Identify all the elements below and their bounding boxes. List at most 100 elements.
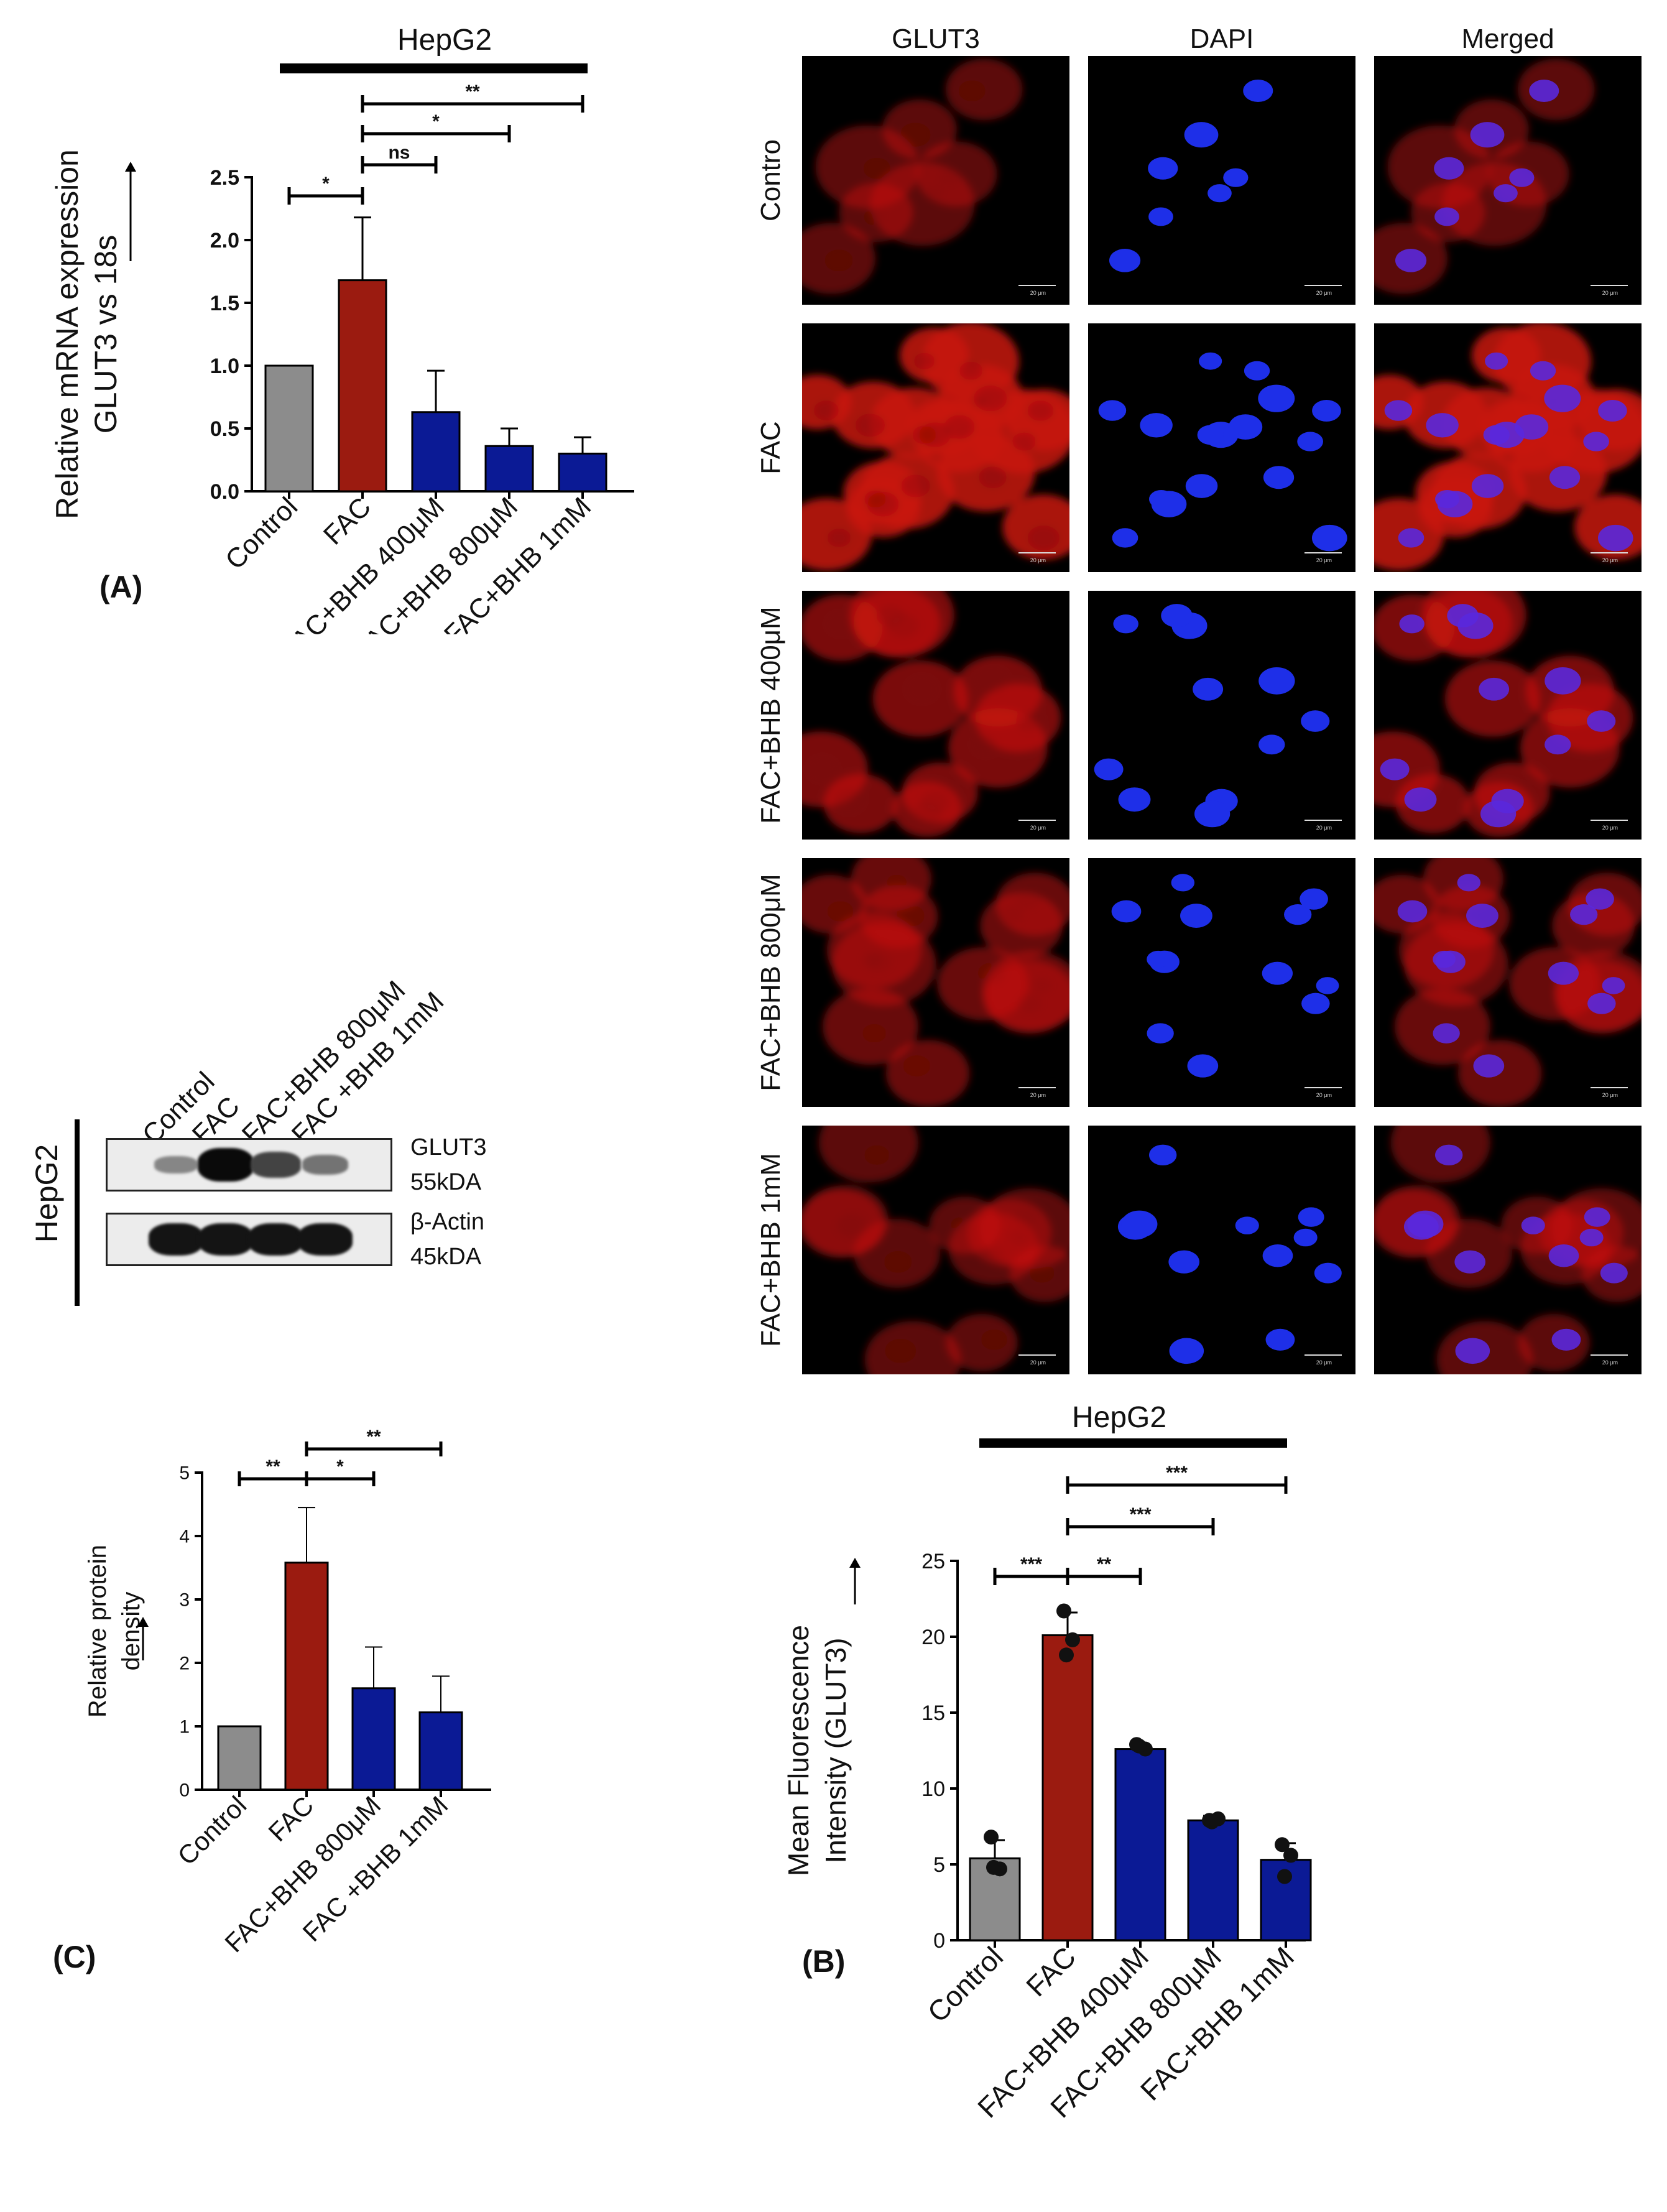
title-underline	[280, 63, 588, 73]
cell-nucleus	[1530, 361, 1556, 381]
bar	[558, 452, 607, 493]
scale-bar	[1305, 1354, 1342, 1356]
nucleus-layer	[1403, 1144, 1628, 1364]
cell-nucleus	[1584, 1207, 1610, 1227]
cytoplasm-layer	[802, 58, 1023, 294]
microscopy-image	[1111, 874, 1339, 1078]
data-point	[1275, 1837, 1290, 1853]
y-label-arrow-head	[125, 162, 136, 172]
cell-nucleus	[1586, 888, 1614, 910]
y-tick-label: 15	[921, 1701, 945, 1725]
scale-bar-label: 20 μm	[1030, 825, 1046, 831]
nucleus-shadow	[913, 353, 935, 369]
cell-nucleus	[1485, 352, 1508, 370]
cell-cytoplasm	[1471, 327, 1541, 383]
nucleus-shadow	[912, 425, 936, 445]
cell-nucleus	[1180, 904, 1212, 928]
significance-label: *	[336, 1456, 344, 1477]
microscopy-image	[802, 1126, 1069, 1374]
significance-label: **	[1097, 1554, 1112, 1575]
cell-nucleus	[1112, 528, 1138, 548]
nucleus-shadow	[837, 1211, 870, 1237]
cell-nucleus	[1549, 466, 1581, 489]
y-tick-label: 2.5	[210, 166, 239, 190]
cell-nucleus	[1583, 432, 1609, 451]
nucleus-shadow	[876, 604, 905, 627]
blot-size-label: 55kDA	[410, 1169, 482, 1195]
microscopy-column-header: DAPI	[1189, 24, 1254, 54]
nucleus-shadow	[950, 1217, 972, 1234]
cell-cytoplasm	[1398, 912, 1494, 988]
panel-label-b: (B)	[802, 1944, 846, 1979]
microscopy-image	[802, 323, 1069, 571]
chart-b-fluorescence: HepG2 0 5 10 15 20 25 Mean Fluorescence Intensit…	[782, 1401, 1312, 2124]
cell-nucleus	[1545, 667, 1581, 695]
nucleus-shadow	[900, 123, 931, 147]
microscopy-row-label: FAC+BHB 1mM	[755, 1153, 786, 1347]
cell-nucleus	[1293, 1228, 1318, 1247]
cell-nucleus	[1494, 184, 1518, 203]
panel-label-c: (C)	[53, 1940, 96, 1974]
y-axis-label: Relative protein density	[84, 1545, 145, 1718]
cytoplasm-layer	[802, 591, 1061, 837]
cell-nucleus	[1118, 787, 1151, 812]
bar	[338, 279, 387, 493]
nucleus-shadow	[864, 208, 886, 226]
microscopy-tile: 20 μm	[802, 323, 1069, 572]
cell-nucleus	[1111, 900, 1142, 923]
nucleus-shadow	[978, 1245, 1005, 1267]
cell-nucleus	[1171, 874, 1195, 892]
y-axis-label-line: Relative mRNA expression	[50, 149, 85, 519]
cell-nucleus	[1140, 413, 1173, 438]
cell-nucleus	[1094, 758, 1124, 780]
cell-cytoplasm	[1509, 947, 1601, 1020]
significance-label: **	[366, 1427, 381, 1447]
y-tick-label: 25	[921, 1550, 945, 1573]
cell-nucleus	[1457, 874, 1481, 892]
bar	[484, 445, 534, 493]
scale-bar	[1018, 552, 1056, 553]
cell-nucleus	[1312, 400, 1341, 422]
y-tick-label: 1	[179, 1717, 190, 1738]
cell-nucleus	[1570, 904, 1598, 925]
bar	[284, 1562, 329, 1791]
data-point	[1056, 1603, 1071, 1619]
nucleus-layer	[1117, 1144, 1342, 1364]
data-point	[1277, 1869, 1292, 1884]
y-tick-label: 0	[933, 1929, 945, 1953]
cell-nucleus	[1258, 384, 1295, 412]
scale-bar	[1018, 1354, 1056, 1356]
scale-bar-label: 20 μm	[1030, 290, 1046, 296]
cell-nucleus	[1437, 491, 1473, 517]
y-tick-label: 5	[179, 1463, 190, 1484]
blot-size-label: 45kDA	[410, 1244, 482, 1270]
cell-cytoplasm	[899, 327, 969, 383]
cytoplasm-layer	[1374, 1126, 1642, 1374]
cell-nucleus	[1587, 993, 1616, 1014]
microscopy-image	[802, 858, 1069, 1107]
cell-nucleus	[1545, 734, 1571, 755]
nucleus-shadow	[867, 491, 899, 517]
nucleus-shadow	[1017, 993, 1043, 1014]
cell-nucleus	[1148, 157, 1178, 180]
cell-nucleus	[1301, 710, 1330, 732]
cell-nucleus	[1597, 524, 1633, 552]
panel-label-a: (A)	[99, 570, 143, 604]
cytoplasm-layer	[802, 858, 1069, 1107]
blot-membrane	[106, 1213, 392, 1266]
bar	[1041, 1634, 1094, 1941]
scale-bar	[1305, 1087, 1342, 1088]
nucleus-shadow	[824, 249, 853, 272]
y-axis-label-line: Relative protein	[84, 1545, 111, 1718]
y-tick-label: 1.0	[210, 354, 239, 378]
scale-bar-label: 20 μm	[1316, 290, 1332, 296]
chart-title: HepG2	[397, 24, 492, 57]
microscopy-image	[1374, 58, 1595, 294]
cytoplasm-layer	[802, 1126, 1069, 1374]
scale-bar	[1591, 820, 1628, 821]
nucleus-shadow	[810, 759, 836, 780]
cell-cytoplasm	[885, 1040, 970, 1107]
cell-nucleus	[1197, 425, 1224, 445]
nucleus-shadow	[1012, 432, 1036, 451]
nucleus-shadow	[1009, 1229, 1030, 1246]
